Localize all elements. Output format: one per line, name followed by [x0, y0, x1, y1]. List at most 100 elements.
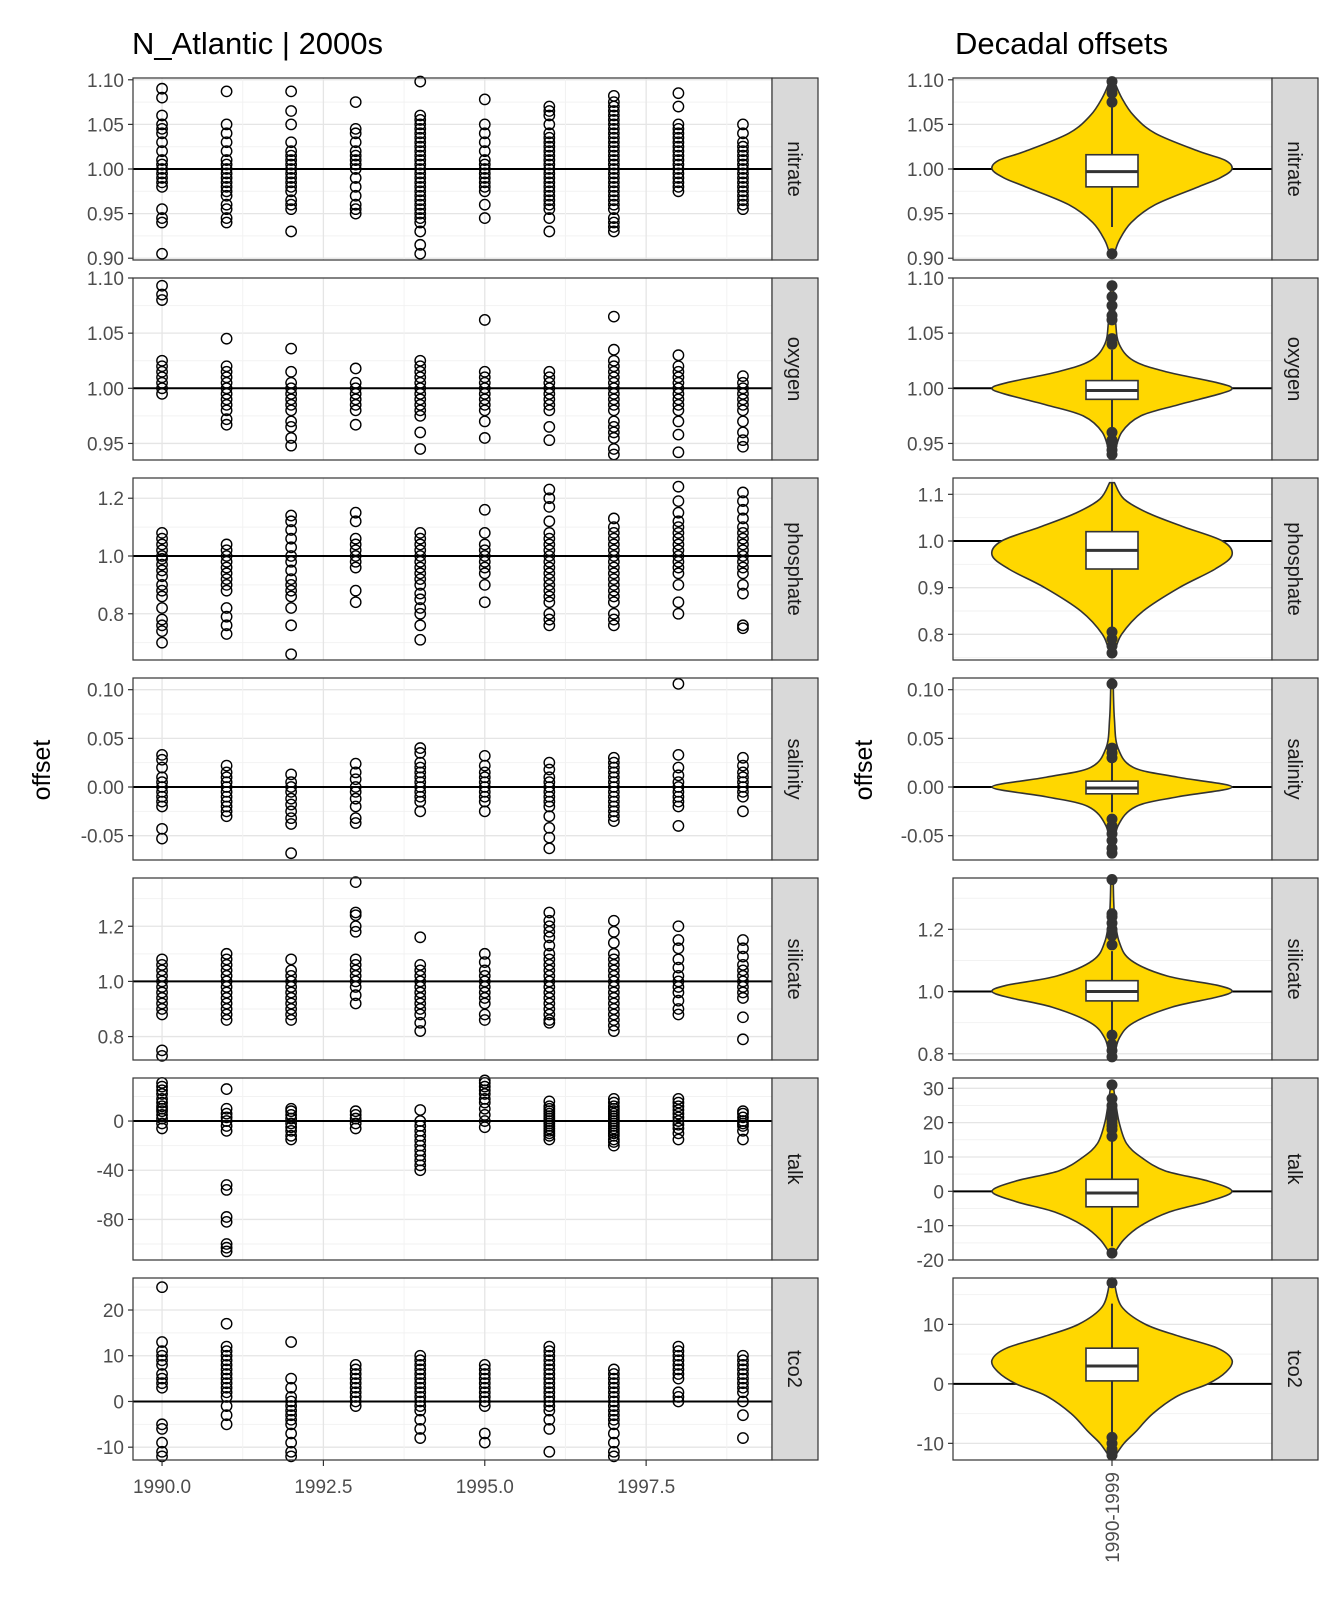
scatter-point [414, 1390, 427, 1403]
scatter-point [156, 1345, 168, 1358]
scatter-point [414, 526, 427, 539]
scatter-point [285, 1395, 298, 1408]
scatter-point [607, 136, 620, 149]
right-facet-strip [1271, 1077, 1319, 1261]
scatter-point [737, 376, 749, 389]
box-outlier [1106, 426, 1118, 438]
left-panel-bg [133, 278, 772, 460]
scatter-point [478, 1014, 491, 1026]
scatter-point [607, 310, 620, 323]
scatter-point [156, 1372, 168, 1385]
scatter-point [220, 1083, 233, 1095]
scatter-point [737, 1011, 749, 1024]
scatter-point [349, 953, 362, 966]
scatter-point [349, 1363, 362, 1376]
scatter-point [672, 446, 685, 459]
scatter-point [285, 1117, 298, 1130]
scatter-point [607, 96, 620, 108]
scatter-point [607, 607, 620, 620]
scatter-point [156, 578, 168, 591]
left-y-tick-label: 0.90 [87, 249, 124, 270]
scatter-point [414, 189, 427, 202]
scatter-point [349, 1117, 362, 1130]
left-y-tick-label: 0.95 [87, 434, 124, 455]
scatter-point [414, 587, 427, 600]
scatter-point [156, 558, 168, 571]
scatter-point [220, 947, 233, 960]
right-facet-label: oxygen [1283, 337, 1305, 402]
scatter-point [478, 538, 491, 551]
scatter-point [607, 203, 620, 216]
scatter-point [285, 1418, 298, 1431]
scatter-point [543, 1400, 556, 1412]
scatter-point [156, 1418, 168, 1431]
scatter-point [414, 131, 427, 144]
scatter-point [414, 172, 427, 184]
scatter-point [543, 176, 556, 189]
scatter-point [349, 1372, 362, 1385]
scatter-point [156, 145, 168, 158]
right-y-tick-label: 0.05 [907, 729, 944, 750]
scatter-point [156, 167, 168, 180]
right-facet-label: tco2 [1283, 1350, 1305, 1388]
right-y-tick-label: 1.00 [907, 160, 944, 181]
scatter-point [737, 495, 749, 508]
right-facet-label: phosphate [1283, 522, 1305, 615]
scatter-point [607, 567, 620, 580]
scatter-point [672, 1008, 685, 1021]
scatter-point [672, 131, 685, 144]
scatter-point [156, 570, 168, 583]
scatter-point [349, 792, 362, 805]
scatter-point [285, 1390, 298, 1403]
scatter-point [414, 75, 427, 88]
scatter-point [737, 1358, 749, 1371]
scatter-point [349, 925, 362, 938]
scatter-point [285, 1102, 298, 1115]
left-panel-bg [133, 1278, 772, 1460]
scatter-point [285, 847, 298, 860]
scatter-point [478, 371, 491, 384]
left-y-tick-label: 0 [113, 1112, 124, 1133]
scatter-point [220, 766, 233, 779]
scatter-point [543, 1413, 556, 1426]
scatter-point [414, 761, 427, 774]
right-facet-label: salinity [1283, 738, 1305, 799]
scatter-point [156, 552, 168, 565]
scatter-point [285, 1129, 298, 1142]
scatter-point [543, 212, 556, 224]
scatter-point [607, 1377, 620, 1390]
scatter-point [607, 526, 620, 539]
scatter-point [543, 203, 556, 216]
scatter-point [672, 365, 685, 378]
scatter-point [737, 550, 749, 562]
scatter-point [220, 578, 233, 591]
box-outlier [1106, 1431, 1118, 1443]
scatter-point [543, 1445, 556, 1458]
scatter-point [285, 1450, 298, 1463]
scatter-point [414, 1432, 427, 1444]
scatter-point [543, 906, 556, 919]
scatter-point [607, 212, 620, 224]
scatter-point [607, 172, 620, 184]
left-y-tick-label: 0.8 [98, 605, 124, 626]
scatter-point [672, 428, 685, 441]
left-y-tick-label: 0.00 [87, 778, 124, 799]
scatter-point [737, 189, 749, 202]
scatter-point [672, 1349, 685, 1362]
scatter-point [285, 1381, 298, 1394]
scatter-point [414, 114, 427, 126]
scatter-point [156, 590, 168, 603]
scatter-point [414, 1386, 427, 1399]
scatter-point [414, 1016, 427, 1029]
box-outlier [1106, 1038, 1118, 1050]
scatter-point [414, 136, 427, 149]
scatter-point [285, 590, 298, 603]
scatter-point [349, 136, 362, 149]
scatter-point [478, 1368, 491, 1380]
left-panel-tco2: -10 0 10 20 [97, 1277, 773, 1463]
scatter-point [349, 154, 362, 166]
scatter-point [607, 154, 620, 166]
scatter-point [220, 1238, 233, 1250]
scatter-point [285, 953, 298, 966]
scatter-point [414, 149, 427, 162]
